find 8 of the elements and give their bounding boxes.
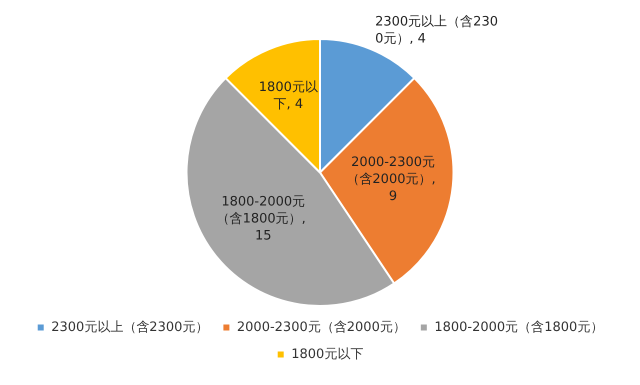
data-label: 1800-2000元（含1800元）, 15 bbox=[216, 194, 310, 244]
data-label: 2300元以上（含2300元）, 4 bbox=[375, 14, 498, 47]
legend-label: 1800-2000元（含1800元） bbox=[434, 320, 604, 335]
legend-label: 2000-2300元（含2000元） bbox=[236, 320, 406, 335]
data-label: 2000-2300元（含2000元）, 9 bbox=[346, 155, 440, 204]
legend-label: 1800元以下 bbox=[291, 346, 364, 362]
legend-label: 2300元以上（含2300元） bbox=[51, 320, 208, 335]
data-label: 1800元以下, 4 bbox=[258, 80, 318, 112]
